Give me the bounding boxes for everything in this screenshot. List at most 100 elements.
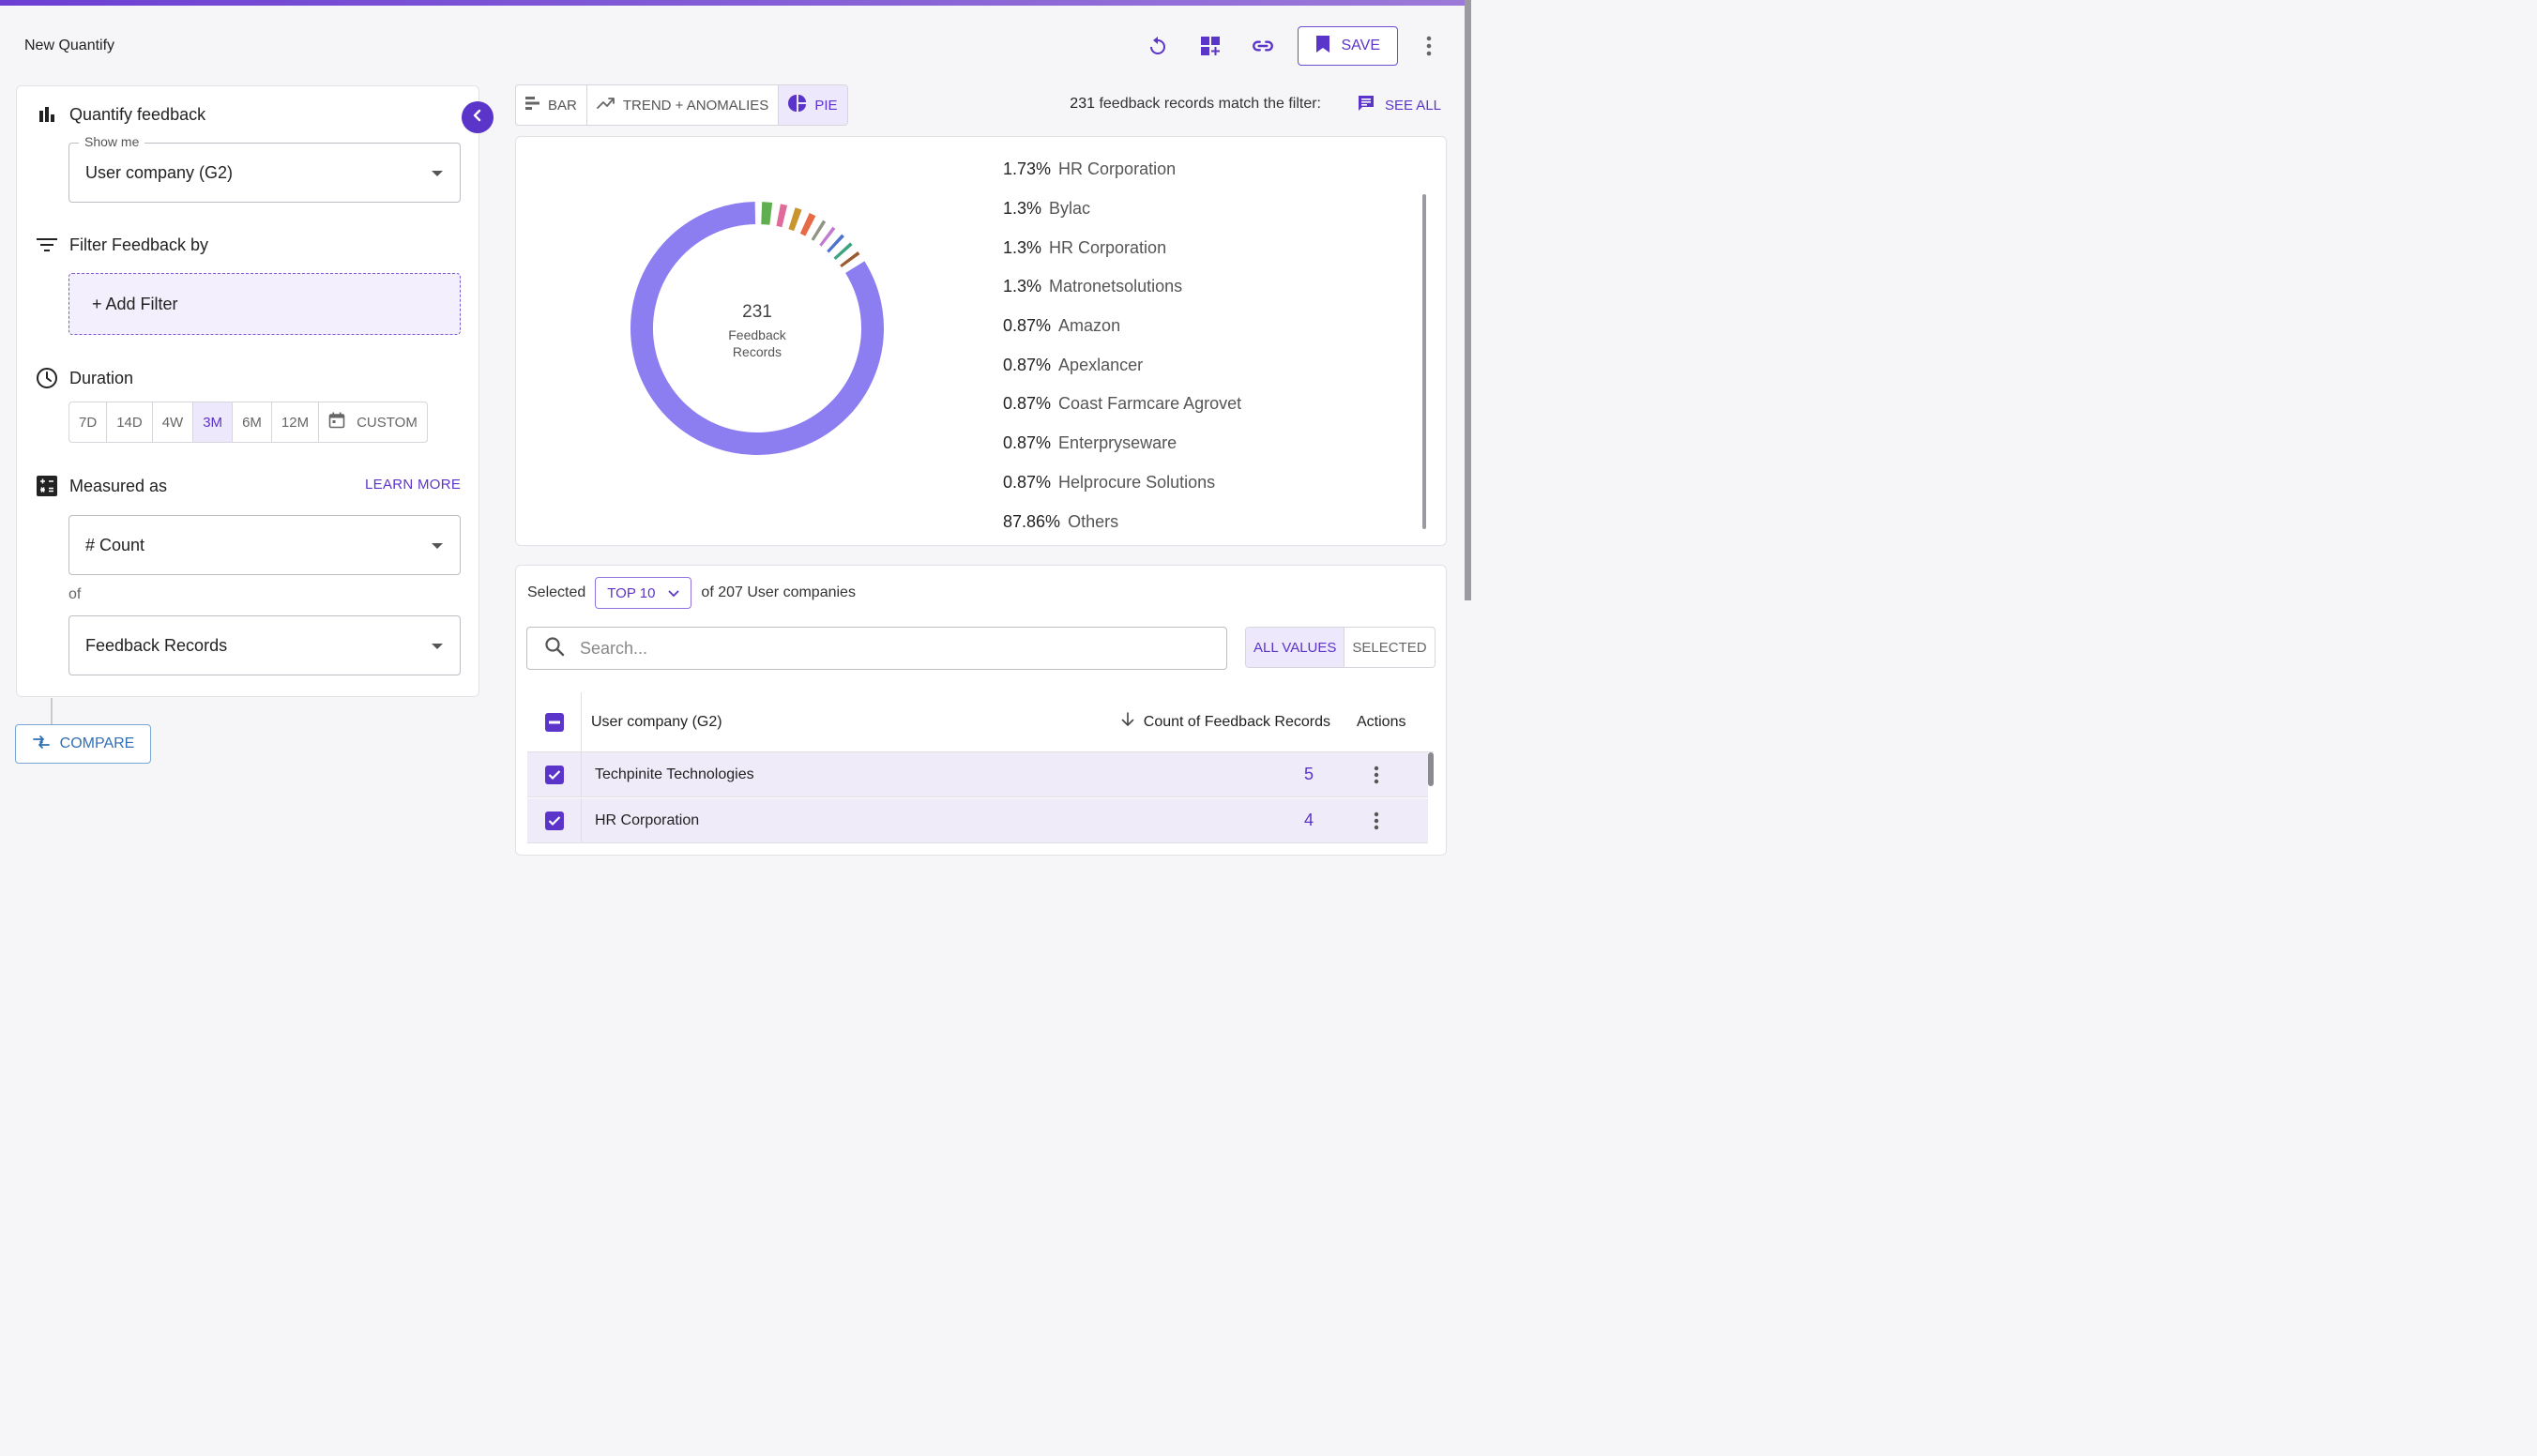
duration-3m[interactable]: 3M	[193, 402, 234, 442]
duration-12m[interactable]: 12M	[272, 402, 320, 442]
donut-slice-3[interactable]	[788, 207, 802, 232]
row-checkbox[interactable]	[544, 765, 564, 784]
selected-values-button[interactable]: SELECTED	[1352, 639, 1427, 656]
col-user-company[interactable]: User company (G2)	[591, 713, 722, 730]
save-button[interactable]: SAVE	[1297, 26, 1398, 66]
legend-item[interactable]: 0.87% Helprocure Solutions	[981, 463, 1241, 503]
legend-item[interactable]: 1.3% Bylac	[981, 190, 1241, 229]
save-label: SAVE	[1341, 38, 1381, 53]
legend-dot	[981, 436, 995, 450]
compare-button[interactable]: COMPARE	[15, 724, 151, 764]
selected-suffix: of 207 User companies	[701, 584, 856, 600]
pie-chart-icon	[788, 94, 807, 116]
legend-name: Apexlancer	[1058, 355, 1144, 374]
donut-slice-5[interactable]	[811, 220, 827, 241]
legend-pct: 0.87%	[1003, 472, 1052, 492]
legend-pct: 1.3%	[1003, 277, 1042, 296]
legend-pct: 0.87%	[1003, 394, 1052, 414]
duration-custom[interactable]: CUSTOM	[319, 402, 427, 442]
search-field	[526, 627, 1227, 670]
duration-4w[interactable]: 4W	[153, 402, 194, 442]
legend-name: Others	[1068, 511, 1119, 531]
reset-icon[interactable]	[1140, 28, 1176, 64]
legend-dot	[981, 202, 995, 216]
row-count[interactable]: 5	[1303, 765, 1314, 783]
tab-trend[interactable]: TREND + ANOMALIES	[587, 85, 780, 125]
donut-slice-2[interactable]	[776, 204, 788, 228]
more-vert-icon[interactable]	[1415, 28, 1443, 64]
see-all-label: SEE ALL	[1384, 97, 1441, 114]
page-scrollbar[interactable]	[1465, 0, 1471, 600]
tab-pie[interactable]: PIE	[779, 85, 847, 125]
table-scrollbar[interactable]	[1428, 752, 1434, 786]
donut-slice-4[interactable]	[799, 213, 816, 236]
bar-chart-icon	[36, 103, 58, 126]
donut-slice-7[interactable]	[827, 234, 844, 253]
duration-6m[interactable]: 6M	[233, 402, 272, 442]
legend-dot	[981, 358, 995, 372]
compare-arrows-icon	[32, 735, 51, 754]
show-me-select[interactable]: User company (G2)	[68, 143, 461, 203]
row-more-icon[interactable]	[1325, 766, 1428, 784]
duration-title: Duration	[69, 368, 134, 387]
tab-bar[interactable]: BAR	[516, 85, 587, 125]
legend-item[interactable]: 0.87% Enterpryseware	[981, 424, 1241, 463]
caret-down-icon	[432, 171, 443, 176]
donut-slice-6[interactable]	[819, 226, 836, 247]
show-me-label: Show me	[79, 134, 145, 149]
select-all-checkbox[interactable]	[544, 712, 564, 732]
duration-7d[interactable]: 7D	[69, 402, 108, 442]
legend-scrollbar[interactable]	[1422, 194, 1426, 529]
legend-pct: 0.87%	[1003, 433, 1052, 453]
donut-slice-others[interactable]	[630, 202, 884, 455]
legend-dot	[981, 515, 995, 529]
collapse-panel-button[interactable]	[462, 101, 494, 133]
link-icon[interactable]	[1245, 28, 1281, 64]
donut-slice-1[interactable]	[761, 202, 773, 225]
row-checkbox[interactable]	[544, 811, 564, 830]
tab-pie-label: PIE	[814, 97, 838, 114]
legend-item[interactable]: 1.3% HR Corporation	[981, 228, 1241, 267]
legend-dot	[981, 241, 995, 255]
legend-item[interactable]: 0.87% Coast Farmcare Agrovet	[981, 385, 1241, 424]
of-label: of	[68, 586, 82, 602]
measure-select[interactable]: # Count	[68, 515, 461, 575]
filter-icon	[36, 234, 58, 256]
of-select[interactable]: Feedback Records	[68, 615, 461, 675]
match-summary: 231 feedback records match the filter:	[1070, 96, 1321, 113]
row-more-icon[interactable]	[1325, 811, 1428, 830]
comment-icon	[1357, 94, 1375, 116]
donut-slice-8[interactable]	[833, 242, 853, 260]
row-count[interactable]: 4	[1303, 811, 1314, 829]
learn-more-link[interactable]: LEARN MORE	[365, 477, 462, 493]
donut-slice-9[interactable]	[840, 250, 860, 268]
filter-title: Filter Feedback by	[69, 235, 209, 254]
legend-name: HR Corporation	[1049, 237, 1167, 257]
see-all-link[interactable]: SEE ALL	[1357, 94, 1441, 116]
table-row[interactable]: HR Corporation 4	[527, 798, 1428, 843]
legend-dot	[981, 319, 995, 333]
legend-name: HR Corporation	[1058, 159, 1177, 179]
legend-dot	[981, 162, 995, 176]
selection-summary: Selected TOP 10 of 207 User companies	[527, 577, 856, 609]
donut-center: 231 Feedback Records	[701, 302, 813, 360]
col-count[interactable]: Count of Feedback Records	[1121, 712, 1330, 732]
search-icon	[544, 636, 565, 661]
legend-pct: 87.86%	[1003, 511, 1061, 531]
legend-item[interactable]: 1.73% HR Corporation	[981, 150, 1241, 190]
legend-item[interactable]: 0.87% Apexlancer	[981, 345, 1241, 385]
donut-label-line2: Records	[732, 344, 782, 359]
duration-14d[interactable]: 14D	[107, 402, 153, 442]
search-input[interactable]	[580, 638, 1143, 659]
add-to-dashboard-icon[interactable]	[1193, 28, 1228, 64]
row-company-name: Techpinite Technologies	[595, 766, 754, 782]
chevron-down-icon	[668, 585, 679, 601]
legend-item[interactable]: 87.86% Others	[981, 502, 1241, 541]
caret-down-icon	[432, 543, 443, 549]
top-n-select[interactable]: TOP 10	[595, 577, 692, 609]
table-row[interactable]: Techpinite Technologies 5	[527, 752, 1428, 797]
all-values-button[interactable]: ALL VALUES	[1246, 628, 1345, 667]
legend-item[interactable]: 1.3% Matronetsolutions	[981, 267, 1241, 307]
legend-item[interactable]: 0.87% Amazon	[981, 307, 1241, 346]
add-filter-button[interactable]: + Add Filter	[68, 273, 461, 335]
